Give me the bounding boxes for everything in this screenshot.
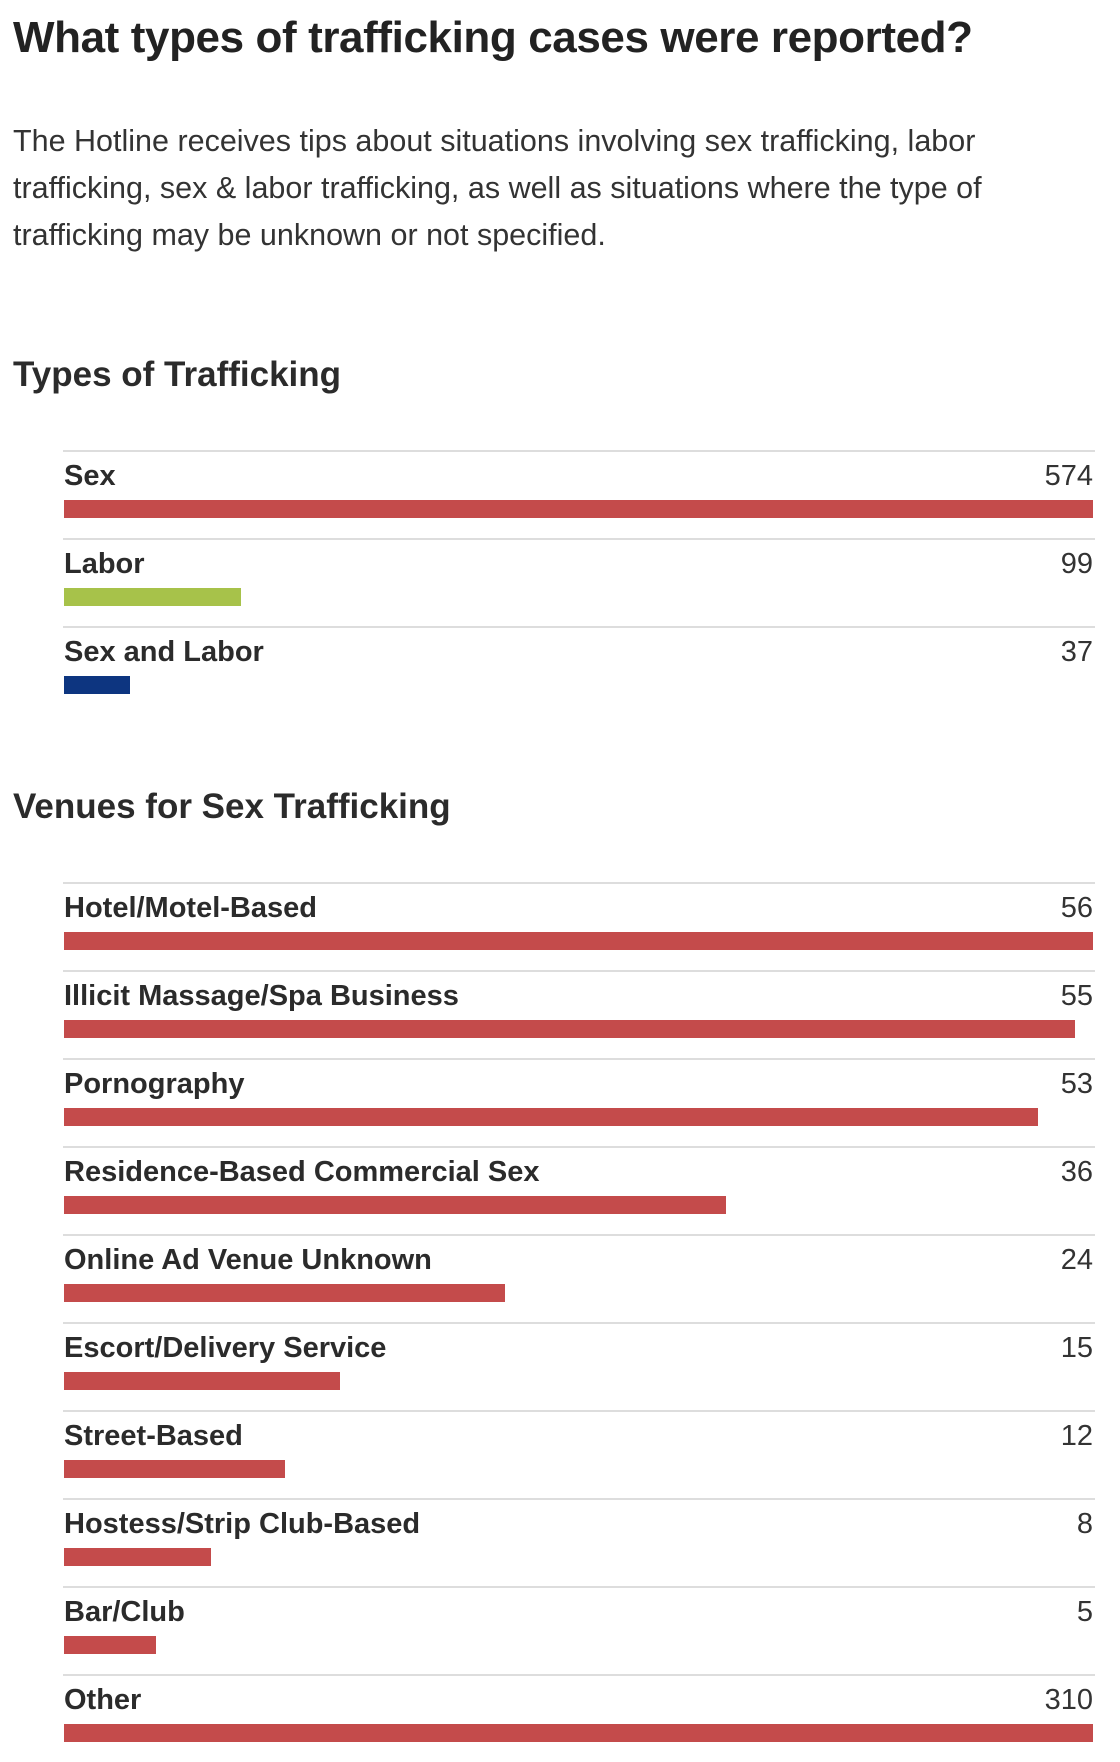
bar-value-label: 5 — [1076, 1596, 1093, 1628]
bar-row-labor: Labor 99 — [63, 538, 1095, 626]
bar-label: Hostess/Strip Club-Based — [64, 1508, 421, 1540]
bar — [64, 1372, 340, 1390]
bar-value-label: 574 — [1044, 460, 1093, 492]
bar — [64, 1108, 1038, 1126]
venues-chart-title: Venues for Sex Trafficking — [13, 787, 451, 826]
bar-label: Pornography — [64, 1068, 245, 1100]
bar-value-label: 12 — [1060, 1420, 1093, 1452]
bar — [64, 1724, 1093, 1742]
bar-label: Illicit Massage/Spa Business — [64, 980, 459, 1012]
bar — [64, 1196, 726, 1214]
bar — [64, 500, 1093, 518]
venues-for-sex-trafficking-chart: Hotel/Motel-Based 56 Illicit Massage/Spa B… — [63, 882, 1095, 1762]
bar-value-label: 55 — [1060, 980, 1093, 1012]
bar-row-escort-delivery-service: Escort/Delivery Service 15 — [63, 1322, 1095, 1410]
bar-row-sex-and-labor: Sex and Labor 37 — [63, 626, 1095, 714]
page: What types of trafficking cases were rep… — [13, 13, 1095, 1742]
bar-value-label: 15 — [1060, 1332, 1093, 1364]
bar-label: Street-Based — [64, 1420, 243, 1452]
bar-row-online-ad-venue-unknown: Online Ad Venue Unknown 24 — [63, 1234, 1095, 1322]
bar-row-other: Other 310 — [63, 1674, 1095, 1762]
bar-value-label: 56 — [1060, 892, 1093, 924]
bar-label: Sex and Labor — [64, 636, 264, 668]
intro-paragraph: The Hotline receives tips about situatio… — [13, 124, 982, 252]
bar-value-label: 53 — [1060, 1068, 1093, 1100]
bar-value-label: 99 — [1060, 548, 1093, 580]
bar-row-sex: Sex 574 — [63, 450, 1095, 538]
bar-value-label: 36 — [1060, 1156, 1093, 1188]
bar-value-label: 8 — [1076, 1508, 1093, 1540]
bar-label: Escort/Delivery Service — [64, 1332, 387, 1364]
bar-value-label: 37 — [1060, 636, 1093, 668]
bar-value-label: 24 — [1060, 1244, 1093, 1276]
bar-label: Online Ad Venue Unknown — [64, 1244, 432, 1276]
bar-row-bar-club: Bar/Club 5 — [63, 1586, 1095, 1674]
bar-label: Other — [64, 1684, 142, 1716]
bar-label: Residence-Based Commercial Sex — [64, 1156, 540, 1188]
page-title: What types of trafficking cases were rep… — [13, 13, 973, 62]
types-of-trafficking-chart: Sex 574 Labor 99 Sex and Labor 37 — [63, 450, 1095, 714]
bar — [64, 1460, 285, 1478]
types-chart-title: Types of Trafficking — [13, 355, 342, 394]
bar — [64, 932, 1093, 950]
bar-label: Sex — [64, 460, 116, 492]
bar — [64, 588, 241, 606]
bar-row-illicit-massage-spa-business: Illicit Massage/Spa Business 55 — [63, 970, 1095, 1058]
bar — [64, 1284, 505, 1302]
bar-row-pornography: Pornography 53 — [63, 1058, 1095, 1146]
bar-row-hotel-motel-based: Hotel/Motel-Based 56 — [63, 882, 1095, 970]
bar-label: Labor — [64, 548, 145, 580]
bar-label: Bar/Club — [64, 1596, 185, 1628]
bar — [64, 676, 130, 694]
bar-label: Hotel/Motel-Based — [64, 892, 317, 924]
bar — [64, 1636, 156, 1654]
bar-row-street-based: Street-Based 12 — [63, 1410, 1095, 1498]
bar — [64, 1548, 211, 1566]
bar-value-label: 310 — [1044, 1684, 1093, 1716]
bar-row-hostess-strip-club-based: Hostess/Strip Club-Based 8 — [63, 1498, 1095, 1586]
bar — [64, 1020, 1075, 1038]
bar-row-residence-based-commercial-sex: Residence-Based Commercial Sex 36 — [63, 1146, 1095, 1234]
